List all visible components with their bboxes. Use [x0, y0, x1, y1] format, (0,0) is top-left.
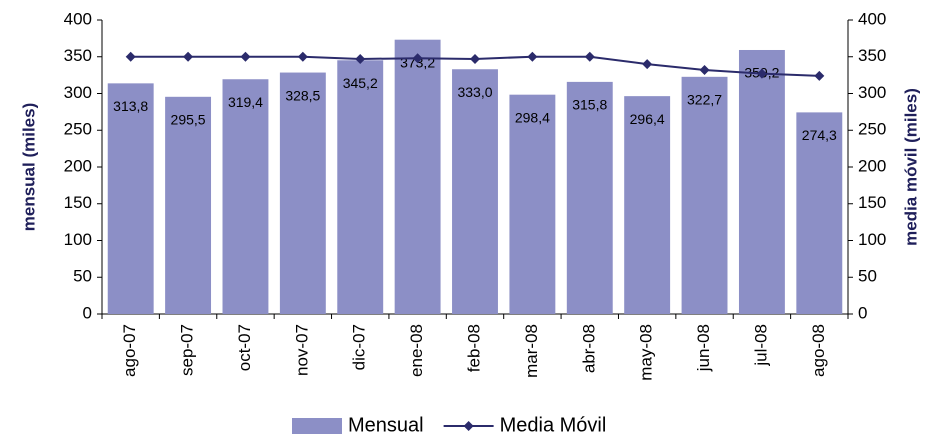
value-label: 315,8	[572, 97, 607, 113]
y-axis-title: mensual (miles)	[19, 103, 38, 232]
value-label: 313,8	[113, 98, 148, 114]
bar	[222, 79, 269, 314]
x-tick-label: nov-07	[292, 324, 311, 376]
y2-tick-label: 0	[858, 303, 867, 322]
y2-tick-label: 100	[858, 230, 886, 249]
value-label: 328,5	[285, 87, 320, 103]
x-tick-label: mar-08	[522, 324, 541, 378]
line-marker	[125, 51, 136, 62]
y-tick-label: 150	[64, 193, 92, 212]
value-label: 345,2	[343, 75, 378, 91]
value-label: 296,4	[630, 111, 665, 127]
line-marker	[412, 53, 423, 64]
x-tick-label: ago-08	[809, 324, 828, 377]
bar	[452, 69, 498, 315]
legend-swatch	[292, 418, 342, 434]
value-label: 274,3	[802, 127, 837, 143]
x-tick-label: oct-07	[235, 324, 254, 371]
y-tick-label: 300	[64, 83, 92, 102]
y-tick-label: 100	[64, 230, 92, 249]
line-marker	[814, 70, 825, 81]
y2-axis-title: media móvil (miles)	[901, 88, 920, 246]
line-marker	[470, 53, 480, 64]
y2-tick-label: 400	[858, 9, 886, 28]
bar	[566, 81, 613, 315]
line-marker	[527, 51, 538, 62]
x-tick-label: ene-08	[407, 324, 426, 377]
y2-tick-label: 200	[858, 156, 886, 175]
x-tick-label: sep-07	[178, 324, 197, 376]
legend-marker	[463, 421, 474, 431]
line-marker	[297, 51, 308, 62]
x-tick-label: jun-08	[694, 324, 713, 372]
y-tick-label: 250	[64, 120, 92, 139]
y-tick-label: 200	[64, 156, 92, 175]
line-marker	[240, 51, 251, 62]
legend-label: Media Móvil	[500, 414, 607, 436]
bar	[738, 49, 785, 314]
y-tick-label: 50	[73, 267, 92, 286]
y-tick-label: 400	[64, 9, 92, 28]
x-tick-label: abr-08	[579, 324, 598, 373]
y2-tick-label: 50	[858, 267, 877, 286]
line-marker	[183, 51, 194, 62]
bar	[394, 39, 441, 315]
bar	[107, 83, 154, 315]
legend-label: Mensual	[348, 414, 424, 436]
bar	[796, 112, 843, 315]
bar	[509, 94, 556, 315]
line-marker	[584, 51, 595, 62]
value-label: 295,5	[171, 112, 206, 128]
bar	[624, 96, 671, 315]
y2-tick-label: 350	[858, 46, 886, 65]
line-marker	[756, 68, 767, 79]
y-tick-label: 0	[83, 303, 92, 322]
bar	[279, 72, 326, 315]
y2-tick-label: 150	[858, 193, 886, 212]
y2-tick-label: 250	[858, 120, 886, 139]
line-marker	[699, 64, 710, 75]
line-marker	[642, 59, 653, 70]
value-label: 319,4	[228, 94, 263, 110]
value-label: 298,4	[515, 109, 550, 125]
value-label: 322,7	[687, 92, 722, 108]
bar	[337, 60, 384, 314]
line-marker	[355, 53, 366, 64]
y2-tick-label: 300	[858, 83, 886, 102]
y-tick-label: 350	[64, 46, 92, 65]
value-label: 333,0	[457, 84, 492, 100]
bar	[681, 76, 728, 315]
bar	[165, 96, 212, 315]
x-tick-label: ago-07	[120, 324, 139, 377]
x-tick-label: feb-08	[464, 324, 483, 372]
x-tick-label: may-08	[637, 324, 656, 381]
x-tick-label: jul-08	[751, 324, 770, 367]
x-tick-label: dic-07	[350, 324, 369, 370]
